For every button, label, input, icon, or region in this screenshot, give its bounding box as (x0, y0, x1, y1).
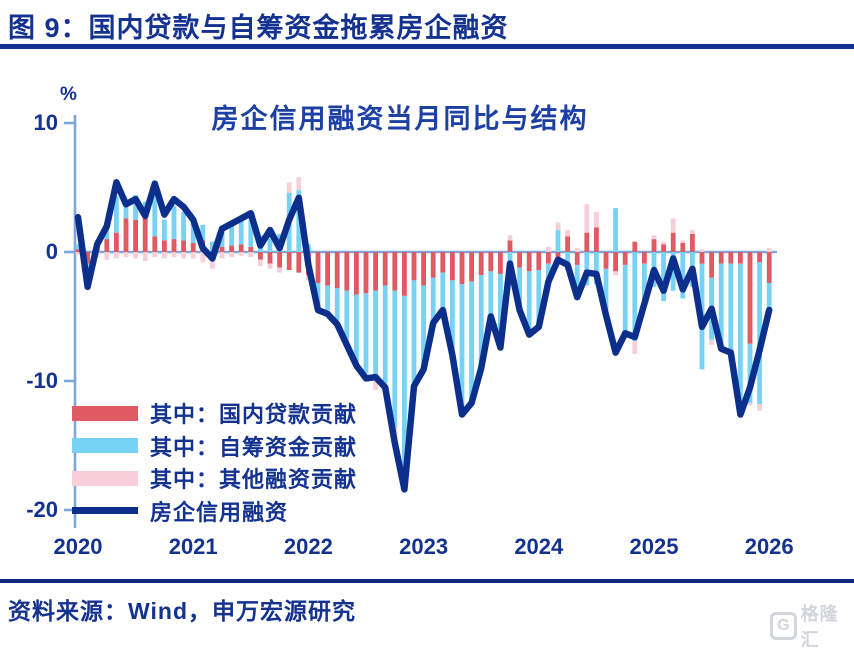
legend-swatch-line (72, 507, 138, 514)
legend-swatch-red (72, 405, 138, 421)
x-axis-tick-label: 2025 (629, 534, 679, 559)
legend-swatch-pink (72, 470, 138, 486)
footer-divider (0, 579, 854, 583)
legend-label: 其中：其他融资贡献 (150, 467, 358, 492)
legend-item: 房企信用融资 (72, 496, 288, 526)
legend-swatch-blue (72, 438, 138, 453)
x-axis-tick-label: 2024 (514, 534, 564, 559)
gelonghui-watermark: G 格隆汇 (770, 600, 854, 652)
source-text: 资料来源：Wind，申万宏源研究 (8, 598, 356, 624)
chart-title: 房企信用融资当月同比与结构 (211, 104, 589, 134)
gelonghui-logo-text: 格隆汇 (800, 604, 839, 650)
y-axis-tick-label: 10 (33, 110, 58, 135)
x-axis-tick-label: 2022 (283, 534, 333, 559)
figure-title: 图 9：国内贷款与自筹资金拖累房企融资 (8, 13, 509, 43)
y-axis-tick-label: -20 (26, 497, 58, 522)
y-axis-tick-label: -10 (26, 368, 58, 393)
y-axis-tick-label: 0 (45, 239, 58, 264)
chart-canvas (64, 115, 777, 528)
title-underline (0, 44, 854, 49)
x-axis-tick-label: 2023 (399, 534, 449, 559)
x-axis-tick-label: 2021 (168, 534, 218, 559)
legend-label: 房企信用融资 (150, 499, 289, 525)
legend-item: 其中：自筹资金贡献 (72, 431, 357, 461)
legend-item: 其中：其他融资贡献 (72, 463, 357, 493)
report-page: { "header": { "title": "图 9：国内贷款与自筹资金拖累房… (0, 13, 854, 650)
legend-item: 其中：国内贷款贡献 (72, 398, 357, 428)
legend-label: 其中：国内贷款贡献 (150, 402, 358, 427)
x-axis-tick-label: 2020 (53, 534, 103, 559)
x-axis-tick-label: 2026 (744, 534, 794, 559)
y-axis-unit-label: % (60, 84, 77, 105)
legend-label: 其中：自筹资金贡献 (150, 434, 358, 460)
gelonghui-logo-icon: G (770, 612, 797, 640)
